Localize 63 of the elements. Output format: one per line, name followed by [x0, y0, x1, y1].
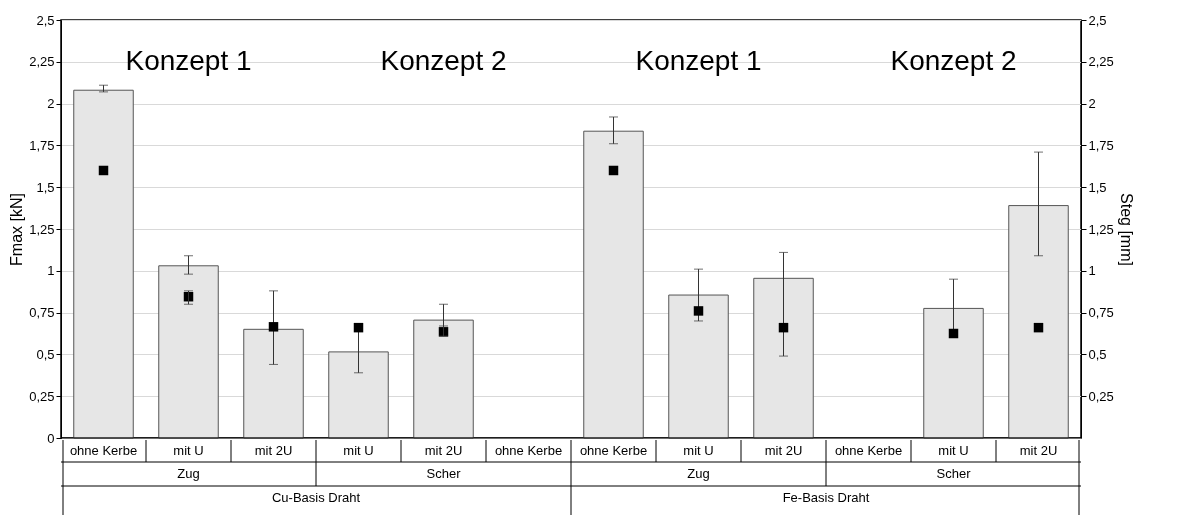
y2-tick-label: 0,75: [1088, 305, 1114, 321]
text: Cu-Basis Draht: [271, 490, 361, 505]
y2-tick-label: 1,75: [1088, 137, 1114, 153]
text: Zug: [177, 466, 200, 481]
text: Scher: [426, 466, 462, 481]
x-tick-label: ohne Kerbe: [579, 442, 648, 458]
x-tick-label: mit 2U: [1019, 442, 1058, 458]
point: [608, 165, 619, 176]
bar: [923, 307, 984, 439]
y-tick-label: 1,25: [29, 221, 55, 237]
bar: [158, 265, 219, 439]
point: [98, 165, 109, 176]
x-tick-label: mit 2U: [764, 442, 803, 458]
text: Zug: [687, 466, 710, 481]
x-tick-label: mit U: [343, 442, 374, 458]
x-tick-label: ohne Kerbe: [834, 442, 903, 458]
y-tick-label: 0,75: [29, 305, 55, 321]
x-tick-label: mit 2U: [424, 442, 463, 458]
y2-tick-label: 2,5: [1088, 12, 1107, 28]
y2-tick-label: 0,25: [1088, 388, 1114, 404]
annotation: Konzept 2: [380, 45, 507, 76]
y-tick-label: 0: [47, 430, 55, 446]
text: Scher: [936, 466, 972, 481]
y-axis-title: Fmax [kN]: [8, 193, 26, 266]
y-tick-label: 0,25: [29, 388, 55, 404]
bar: [243, 328, 304, 439]
point: [693, 306, 704, 316]
point: [353, 322, 364, 333]
y2-tick-label: 1: [1088, 263, 1096, 279]
x-tick-label: mit U: [683, 442, 714, 458]
bar: [413, 319, 474, 439]
point: [778, 322, 789, 333]
x-tick-label: ohne Kerbe: [69, 442, 138, 458]
x-tick-label: mit U: [938, 442, 969, 458]
y-tick-label: 2,5: [36, 12, 55, 28]
point: [1033, 322, 1044, 333]
y2-axis-title: Steg [mm]: [1117, 193, 1135, 266]
text: Fe-Basis Draht: [782, 490, 870, 505]
y-tick-label: 1,5: [36, 179, 55, 195]
y2-tick-label: 1,25: [1088, 221, 1114, 237]
y2-tick-label: 2,25: [1088, 54, 1114, 70]
y2-tick-label: 2: [1088, 96, 1096, 112]
y-tick-label: 2,25: [29, 54, 55, 70]
annotation: Konzept 1: [635, 45, 762, 76]
point: [948, 328, 959, 339]
y2-tick-label: 0,5: [1088, 346, 1107, 362]
bar: [328, 351, 389, 439]
y-tick-label: 1: [47, 263, 55, 279]
point: [268, 322, 279, 332]
y-tick-label: 0,5: [36, 346, 55, 362]
x-tick-label: mit U: [173, 442, 204, 458]
bar: [583, 130, 644, 439]
bar: [73, 89, 134, 439]
y-tick-label: 1,75: [29, 137, 55, 153]
annotation: Konzept 1: [125, 45, 252, 76]
y-tick-label: 2: [47, 96, 55, 112]
bar: [753, 277, 814, 439]
x-tick-label: mit 2U: [254, 442, 293, 458]
bar: [1008, 205, 1069, 439]
annotation: Konzept 2: [890, 45, 1017, 76]
x-tick-label: ohne Kerbe: [494, 442, 563, 458]
bar: [668, 294, 729, 439]
y2-tick-label: 1,5: [1088, 179, 1107, 195]
